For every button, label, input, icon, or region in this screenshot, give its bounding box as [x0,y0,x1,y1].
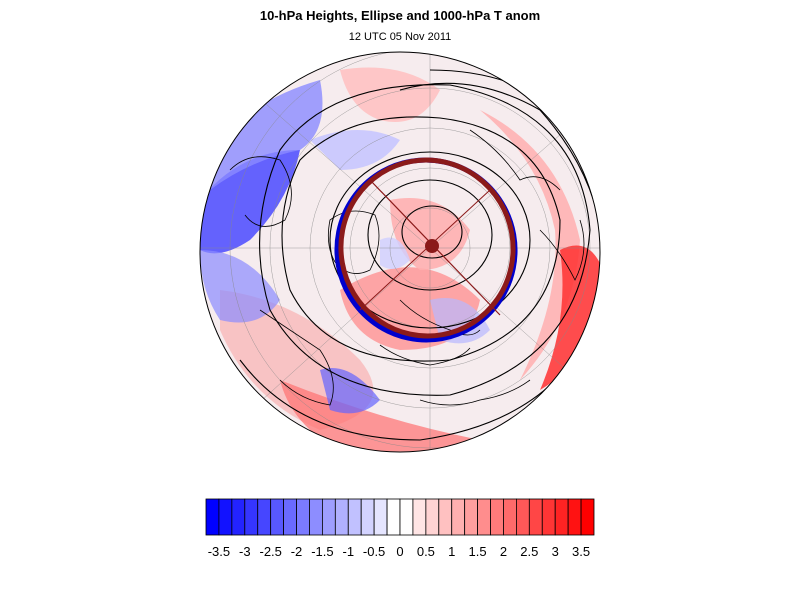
colorbar-tick-label: 2 [499,544,508,559]
colorbar-tick-label: 1 [448,544,456,559]
chart-subtitle: 12 UTC 05 Nov 2011 [348,31,452,43]
colorbar-box [567,498,582,536]
chart-title: 10-hPa Heights, Ellipse and 1000-hPa T a… [259,8,541,23]
colorbar-box [425,498,440,536]
colorbar-box [205,498,220,536]
colorbar-box [412,498,427,536]
colorbar-box [283,498,297,536]
colorbar-box [399,498,414,536]
colorbar-tick-label: 0 [396,544,404,559]
colorbar-box [477,498,491,536]
colorbar-box [231,498,246,536]
colorbar-box [580,498,595,536]
anomaly-field [200,52,600,452]
colorbar-box [541,498,556,536]
colorbar-box [257,498,272,536]
ellipse-minor-axis [359,189,491,311]
colorbar-box [438,498,453,536]
colorbar-box [451,498,466,536]
colorbar-tick-label: 3.5 [572,544,591,559]
colorbar-box [334,498,349,536]
colorbar-box [373,498,388,536]
colorbar-box [464,498,479,536]
ellipse-center [425,239,439,253]
colorbar-box [516,498,530,536]
colorbar-tick-label: 2.5 [520,544,539,559]
colorbar-tick-label: -2.5 [259,544,282,559]
colorbar-tick-label: -0.5 [362,544,386,559]
colorbar-tick-label: -1 [342,544,355,559]
colorbar-box [490,498,504,536]
colorbar-tick-label: 1.5 [468,544,487,559]
colorbar-tick-label: -3.5 [207,544,231,559]
colorbar-box [270,498,285,536]
colorbar-box [321,498,336,536]
colorbar-tick-label: -2 [290,544,303,559]
graticule [200,52,600,452]
colorbar-boxes [205,498,595,536]
colorbar-box [218,498,233,536]
colorbar-box [244,498,259,536]
colorbar-box [360,498,375,536]
colorbar-tick-label: -3 [239,544,251,559]
colorbar-box [503,498,517,536]
colorbar-tick-label: 0.5 [416,544,435,559]
globe-outline [199,51,601,453]
colorbar-tick-label: 3 [551,544,559,559]
colorbar-box [386,498,401,536]
vortex-ellipse [334,157,518,343]
colorbar-box [309,498,323,536]
colorbar-box [296,498,310,536]
colorbar-box [554,498,569,536]
colorbar-box [528,498,543,536]
colorbar-tick-label: -1.5 [311,544,334,559]
colorbar-box [347,498,362,536]
coastlines [229,129,585,406]
